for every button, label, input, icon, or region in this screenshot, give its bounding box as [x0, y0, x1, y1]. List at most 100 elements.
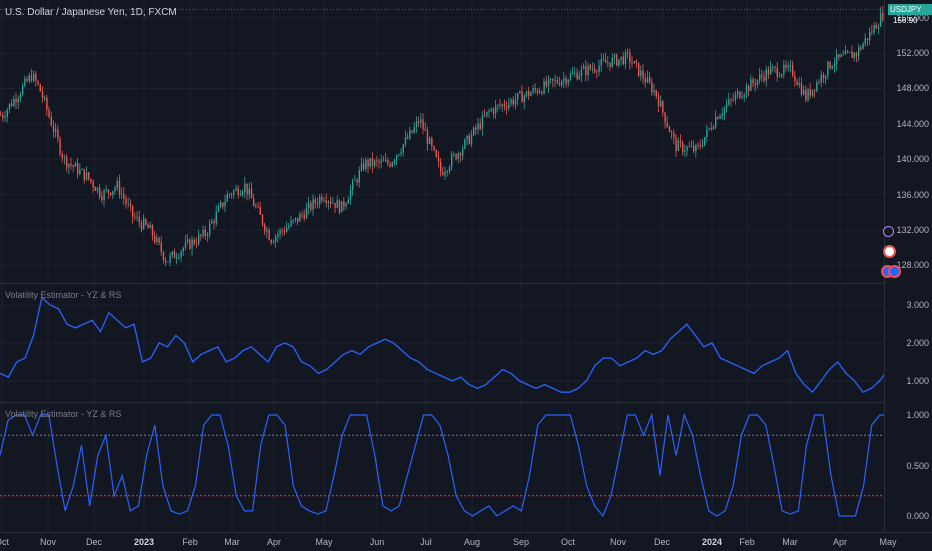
candle-body: [867, 38, 868, 40]
candle-body: [343, 201, 344, 206]
candle-body: [367, 160, 368, 167]
candle-body: [576, 73, 577, 80]
price-tick: 144.000: [896, 119, 929, 129]
last-price-label: 156.90: [893, 16, 917, 25]
time-axis-label: Sep: [513, 537, 529, 547]
candle-body: [539, 92, 540, 93]
candle-body: [392, 162, 393, 166]
candle-body: [55, 129, 56, 131]
candle-body: [733, 100, 734, 101]
candle-body: [823, 75, 824, 79]
candle-body: [618, 59, 619, 65]
price-chart[interactable]: [0, 0, 884, 283]
indicator1-pane[interactable]: [0, 284, 884, 402]
event-icon[interactable]: [883, 226, 894, 237]
indicator2-pane[interactable]: [0, 403, 884, 532]
candle-body: [506, 107, 507, 108]
candle-body: [112, 191, 113, 195]
candle-body: [612, 58, 613, 67]
candle-body: [429, 138, 430, 144]
candle-body: [403, 144, 404, 152]
flag-icon[interactable]: [883, 245, 896, 258]
candle-body: [700, 145, 701, 146]
candle-body: [431, 138, 432, 146]
candle-body: [297, 218, 298, 222]
candle-body: [559, 83, 560, 85]
candle-body: [194, 240, 195, 244]
candle-body: [235, 188, 236, 190]
price-tick: 152.000: [896, 48, 929, 58]
candle-body: [139, 217, 140, 223]
flag-icon[interactable]: [888, 265, 901, 278]
candle-body: [447, 171, 448, 172]
candle-body: [836, 54, 837, 64]
candle-body: [73, 165, 74, 167]
candle-body: [469, 136, 470, 144]
candle-body: [20, 94, 21, 98]
candle-body: [231, 194, 232, 195]
candle-body: [572, 73, 573, 74]
candle-body: [315, 199, 316, 203]
candle-body: [821, 75, 822, 83]
candle-body: [88, 172, 89, 179]
indicator2-tick: 0.000: [906, 511, 929, 521]
candle-body: [636, 61, 637, 63]
candle-body: [244, 184, 245, 192]
candle-body: [81, 169, 82, 170]
candle-body: [233, 191, 234, 195]
candle-body: [321, 197, 322, 201]
time-axis-label: Dec: [86, 537, 102, 547]
candle-body: [730, 99, 731, 100]
candle-body: [433, 146, 434, 150]
chart-title: U.S. Dollar / Japanese Yen, 1D, FXCM: [5, 7, 177, 18]
candle-body: [825, 76, 826, 79]
candle-body: [84, 169, 85, 180]
indicator1-chart[interactable]: [0, 284, 884, 402]
price-tick: 128.000: [896, 260, 929, 270]
price-pane[interactable]: [0, 0, 884, 283]
candle-body: [660, 101, 661, 106]
time-axis-label: Aug: [464, 537, 480, 547]
candle-body: [708, 128, 709, 129]
candle-body: [739, 92, 740, 98]
candle-body: [653, 90, 654, 92]
candle-body: [548, 79, 549, 86]
candle-body: [585, 66, 586, 75]
candle-body: [158, 238, 159, 243]
indicator1-tick: 3.000: [906, 300, 929, 310]
candle-body: [783, 65, 784, 74]
candle-body: [238, 188, 239, 195]
candle-body: [482, 116, 483, 129]
indicator1-tick: 1.000: [906, 376, 929, 386]
time-axis-label: Oct: [561, 537, 575, 547]
time-axis-label: Nov: [610, 537, 626, 547]
candle-body: [185, 242, 186, 248]
time-axis-label: Feb: [739, 537, 755, 547]
candle-body: [59, 138, 60, 153]
candle-body: [216, 212, 217, 223]
candle-body: [532, 88, 533, 92]
candle-body: [356, 180, 357, 182]
candle-body: [530, 93, 531, 96]
candle-body: [110, 193, 111, 195]
candle-body: [854, 53, 855, 58]
candle-body: [255, 206, 256, 207]
candle-body: [515, 100, 516, 105]
candle-body: [260, 207, 261, 215]
candle-body: [143, 219, 144, 229]
candle-body: [466, 136, 467, 140]
candle-body: [735, 95, 736, 100]
candle-body: [517, 93, 518, 100]
indicator2-chart[interactable]: [0, 403, 884, 532]
candle-body: [543, 81, 544, 94]
candle-body: [847, 51, 848, 52]
candle-body: [726, 105, 727, 108]
symbol-tag: USDJPY: [890, 5, 921, 14]
candle-body: [51, 117, 52, 126]
candle-body: [220, 202, 221, 206]
candle-body: [26, 79, 27, 81]
candle-body: [869, 32, 870, 40]
candle-body: [458, 153, 459, 159]
time-axis[interactable]: Oct Nov Dec 2023 Feb Mar Apr May Jun Jul Aug Sep Oct…: [0, 532, 932, 551]
candle-body: [348, 200, 349, 204]
